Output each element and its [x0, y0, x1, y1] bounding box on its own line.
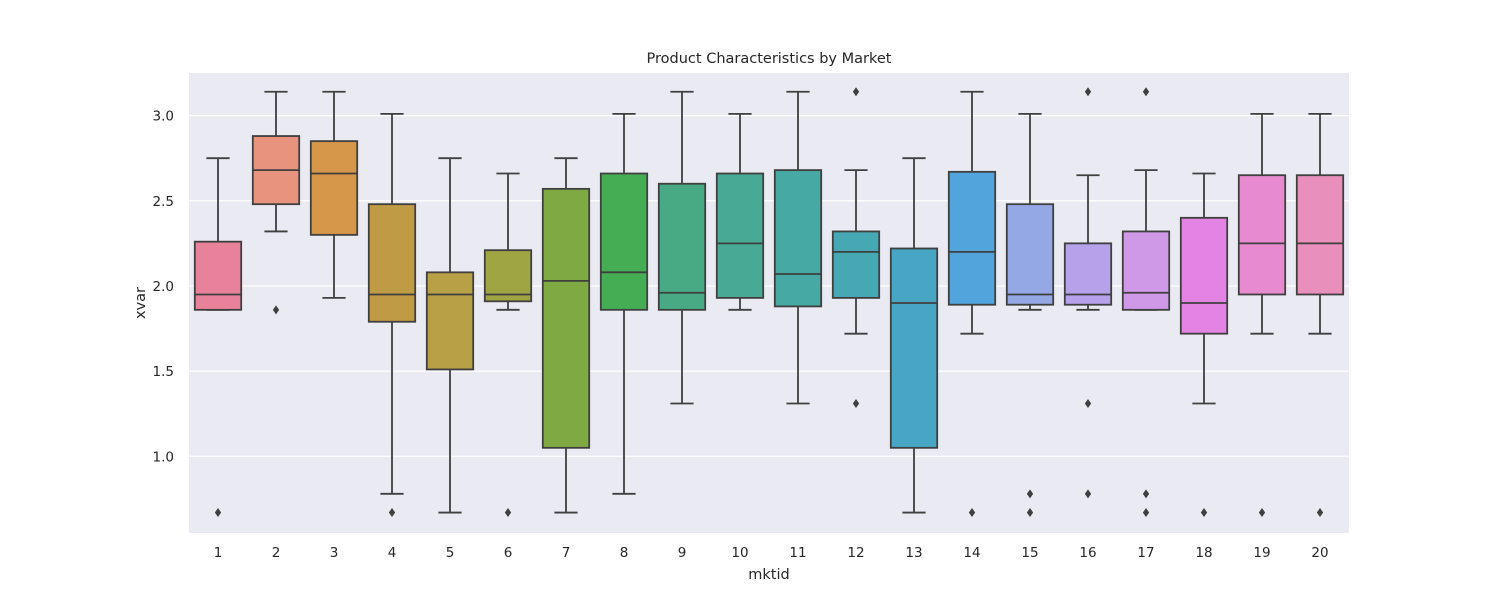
box-iqr [193, 240, 243, 311]
x-tick-label: 10 [731, 545, 748, 561]
x-tick-label: 9 [678, 545, 687, 561]
box-iqr [831, 230, 881, 299]
x-tick-label: 19 [1253, 545, 1270, 561]
box-iqr [715, 172, 765, 299]
box-iqr [947, 170, 997, 306]
outlier-point [1026, 508, 1034, 518]
box-iqr [309, 140, 359, 236]
x-tick-label: 16 [1079, 545, 1096, 561]
x-tick-label: 17 [1137, 545, 1154, 561]
x-tick-label: 12 [847, 545, 864, 561]
box-iqr [425, 271, 475, 371]
outlier-point [1142, 87, 1150, 97]
box-iqr [1295, 174, 1345, 296]
x-tick-labels: 1 2 3 4 5 6 7 8 9 10 11 12 13 14 15 16 17 18 19 20 [214, 545, 1329, 561]
box-group-9 [657, 90, 707, 405]
outlier-point [1258, 508, 1266, 518]
box-group-6 [483, 172, 533, 518]
box-iqr [541, 187, 591, 449]
box-iqr [657, 182, 707, 311]
outlier-point [1084, 87, 1092, 97]
box-group-3 [309, 90, 359, 299]
outlier-point [504, 508, 512, 518]
outlier-point [1084, 399, 1092, 409]
y-tick-label: 1.5 [153, 364, 174, 380]
box-group-2 [251, 90, 301, 315]
x-tick-label: 18 [1195, 545, 1212, 561]
box-group-7 [541, 157, 591, 514]
outlier-point [1316, 508, 1324, 518]
box-group-11 [773, 90, 823, 405]
box-iqr [773, 169, 823, 308]
box-group-4 [367, 112, 417, 518]
plot-area [189, 73, 1349, 533]
box-group-19 [1237, 112, 1287, 518]
outlier-point [272, 305, 280, 315]
y-tick-labels: 1.0 1.5 2.0 2.5 3.0 [153, 109, 174, 466]
box-iqr [1005, 203, 1055, 306]
outlier-point [968, 508, 976, 518]
outlier-point [1142, 508, 1150, 518]
box-group-5 [425, 157, 475, 514]
box-iqr [483, 249, 533, 303]
box-iqr [367, 203, 417, 323]
x-axis-label: mktid [748, 567, 789, 583]
x-tick-label: 14 [963, 545, 980, 561]
y-axis-label: xvar [133, 287, 149, 319]
box-group-14 [947, 90, 997, 518]
y-tick-label: 2.0 [153, 279, 174, 295]
y-tick-label: 2.5 [153, 194, 174, 210]
x-tick-label: 2 [272, 545, 281, 561]
outlier-point [1026, 489, 1034, 499]
x-tick-label: 1 [214, 545, 223, 561]
x-tick-label: 6 [504, 545, 513, 561]
x-tick-label: 11 [789, 545, 806, 561]
box-group-15 [1005, 112, 1055, 518]
x-tick-label: 15 [1021, 545, 1038, 561]
box-group-16 [1063, 87, 1113, 499]
box-iqr [1121, 230, 1171, 311]
outlier-point [1084, 489, 1092, 499]
outlier-point [214, 508, 222, 518]
box-group-8 [599, 112, 649, 495]
x-tick-label: 20 [1311, 545, 1328, 561]
boxes-layer [193, 87, 1345, 518]
chart-title: Product Characteristics by Market [647, 51, 892, 67]
x-tick-label: 13 [905, 545, 922, 561]
box-group-12 [831, 87, 881, 409]
x-tick-label: 7 [562, 545, 571, 561]
box-group-10 [715, 112, 765, 311]
box-group-17 [1121, 87, 1171, 518]
box-group-1 [193, 157, 243, 518]
box-iqr [1179, 216, 1229, 335]
outlier-point [1142, 489, 1150, 499]
x-tick-label: 5 [446, 545, 455, 561]
outlier-point [852, 399, 860, 409]
box-group-13 [889, 157, 939, 514]
outlier-point [852, 87, 860, 97]
outlier-point [1200, 508, 1208, 518]
y-tick-label: 1.0 [153, 449, 174, 465]
x-tick-label: 4 [388, 545, 397, 561]
box-iqr [889, 247, 939, 449]
box-group-18 [1179, 172, 1229, 518]
box-iqr [1063, 242, 1113, 306]
box-group-20 [1295, 112, 1345, 518]
x-tick-label: 3 [330, 545, 339, 561]
x-tick-label: 8 [620, 545, 629, 561]
y-tick-label: 3.0 [153, 109, 174, 125]
box-iqr [1237, 174, 1287, 296]
outlier-point [388, 508, 396, 518]
box-iqr [599, 172, 649, 311]
